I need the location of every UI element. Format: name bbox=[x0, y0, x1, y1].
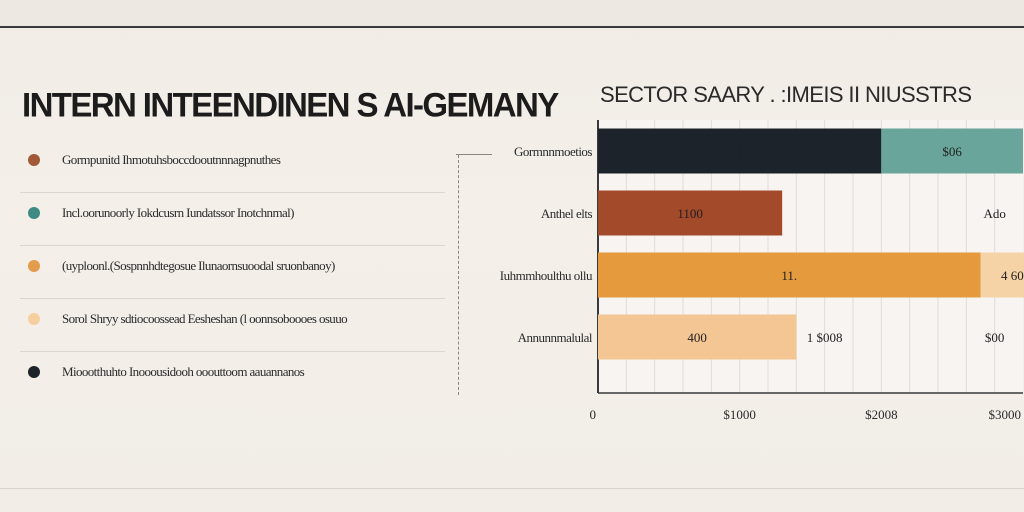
category-label: Iuhmmhoulthu ollu bbox=[500, 268, 593, 283]
bottom-divider bbox=[0, 488, 1024, 489]
annotation-label: 1 $008 bbox=[807, 330, 843, 345]
legend-swatch bbox=[28, 260, 40, 272]
annotation-label: $00 bbox=[985, 330, 1005, 345]
x-tick-label: $3000 bbox=[989, 407, 1022, 422]
category-label: Anthel elts bbox=[541, 206, 593, 221]
legend-item: Incl.oorunoorly Iokdcusrn Iundatssor Ino… bbox=[20, 193, 445, 246]
legend-swatch bbox=[28, 366, 40, 378]
bar-value-label: 1 bbox=[736, 144, 743, 159]
bar-value-label: 11. bbox=[781, 268, 797, 283]
legend: Gormpunitd Ihmotuhsboccdooutnnnagpnuthes… bbox=[20, 140, 445, 404]
page-title: INTERN INTEENDINEN S AI-GEMANY bbox=[22, 85, 559, 124]
legend-item: (uyploonl.(Sospnnhdtegosue Ilunaornsuood… bbox=[20, 246, 445, 299]
bar-value-label: 4 60 bbox=[1001, 268, 1024, 283]
legend-label: Mioootthuhto Inooousidooh ooouttoom aaua… bbox=[62, 364, 305, 379]
x-tick-label: $2008 bbox=[865, 407, 898, 422]
legend-chart-connector bbox=[456, 154, 492, 155]
annotation-label: Ado bbox=[983, 206, 1005, 221]
x-tick-label: 0 bbox=[590, 407, 597, 422]
legend-label: Gormpunitd Ihmotuhsboccdooutnnnagpnuthes bbox=[62, 152, 281, 167]
legend-swatch bbox=[28, 207, 40, 219]
category-label: Gormnnmoetios bbox=[514, 144, 592, 159]
bar bbox=[598, 128, 882, 174]
bar bbox=[598, 314, 797, 360]
legend-swatch bbox=[28, 313, 40, 325]
bar bbox=[980, 252, 1024, 298]
bar-chart: 1 $06 Gormnnmoetios 1100 Anthel elts 11. 4 60 I… bbox=[500, 120, 1024, 422]
legend-label: (uyploonl.(Sospnnhdtegosue Ilunaornsuood… bbox=[62, 258, 335, 273]
x-tick-label: $1000 bbox=[723, 407, 756, 422]
legend-item: Mioootthuhto Inooousidooh ooouttoom aaua… bbox=[20, 352, 445, 404]
bar bbox=[881, 128, 1023, 174]
legend-label: Incl.oorunoorly Iokdcusrn Iundatssor Ino… bbox=[62, 205, 294, 220]
legend-swatch bbox=[28, 154, 40, 166]
chart-title: SECTOR SAARY . :IMEIS II NIUSSTRS bbox=[600, 82, 972, 107]
bar-value-label: $06 bbox=[942, 144, 962, 159]
category-label: Annunnmalulal bbox=[518, 330, 593, 345]
top-band bbox=[0, 0, 1024, 26]
bar-value-label: 400 bbox=[687, 330, 707, 345]
legend-item: Gormpunitd Ihmotuhsboccdooutnnnagpnuthes bbox=[20, 140, 445, 193]
legend-item: Sorol Shryy sdtiocoossead Eesheshan (l o… bbox=[20, 299, 445, 352]
bar bbox=[598, 252, 981, 298]
bar bbox=[598, 190, 783, 236]
bar-value-label: 1100 bbox=[677, 206, 703, 221]
legend-chart-divider bbox=[458, 155, 460, 395]
legend-label: Sorol Shryy sdtiocoossead Eesheshan (l o… bbox=[62, 311, 348, 326]
top-divider bbox=[0, 26, 1024, 28]
